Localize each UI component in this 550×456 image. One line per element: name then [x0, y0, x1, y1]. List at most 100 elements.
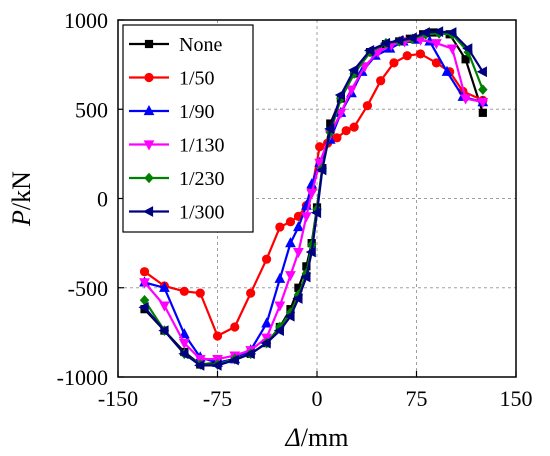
data-point-1-90	[178, 328, 190, 339]
data-point-1-50	[261, 254, 272, 264]
data-point-1-300	[300, 271, 311, 283]
data-point-1-300	[305, 246, 316, 258]
x-axis-label-symbol: Δ	[285, 423, 301, 452]
series-layer	[138, 26, 489, 371]
data-point-1-300	[379, 37, 391, 49]
data-point-1-50	[212, 331, 223, 341]
x-axis-label: Δ/mm	[285, 423, 349, 452]
data-point-1-300	[334, 89, 345, 101]
y-tick-label: 0	[97, 187, 108, 212]
data-point-1-50	[195, 288, 205, 298]
data-point-1-300	[292, 293, 303, 304]
data-point-1-130	[139, 278, 150, 289]
x-tick-label: -75	[203, 386, 232, 411]
data-point-1-90	[159, 281, 170, 292]
data-point-none	[478, 108, 487, 117]
data-point-1-50	[246, 288, 256, 298]
x-tick-label: 0	[312, 386, 323, 411]
data-point-1-300	[138, 302, 149, 313]
data-point-1-300	[211, 360, 222, 371]
data-point-1-130	[460, 94, 471, 105]
data-point-1-300	[406, 32, 417, 44]
legend-marker-1-230	[144, 172, 154, 184]
legend-label-1-230: 1/230	[179, 168, 225, 190]
y-tick-label: -500	[68, 276, 108, 301]
x-tick-label: -150	[98, 386, 138, 411]
data-point-1-50	[179, 286, 189, 296]
data-point-1-300	[324, 123, 335, 135]
data-point-1-130	[159, 301, 170, 312]
legend-marker-1-130	[143, 140, 155, 151]
data-point-1-300	[476, 66, 487, 78]
data-point-1-300	[316, 164, 327, 176]
data-point-none	[461, 55, 470, 64]
data-point-1-50	[376, 76, 386, 86]
data-point-1-300	[158, 325, 169, 336]
x-tick-label: 150	[500, 386, 533, 411]
data-point-1-130	[431, 39, 442, 50]
legend-marker-1-50	[144, 72, 154, 83]
axis-ticks: -150 -75 0 75 150 -1000 -500 0 500 1000	[57, 8, 533, 411]
series-1-300	[138, 26, 487, 371]
y-axis-label-symbol: P	[7, 210, 36, 227]
data-point-1-130	[301, 212, 312, 223]
data-point-1-50	[275, 222, 285, 232]
data-point-1-300	[310, 207, 322, 219]
data-point-1-300	[364, 44, 375, 56]
legend-label-1-50: 1/50	[179, 68, 215, 90]
legend-box	[122, 24, 254, 233]
data-point-1-50	[349, 122, 359, 132]
data-point-1-130	[178, 338, 190, 350]
data-point-1-130	[359, 62, 371, 73]
data-point-1-50	[315, 142, 325, 152]
data-point-1-90	[261, 317, 272, 328]
data-point-1-50	[332, 133, 342, 143]
data-point-1-50	[389, 58, 399, 68]
data-point-1-300	[260, 337, 271, 349]
data-point-1-130	[274, 301, 286, 312]
data-point-1-50	[431, 58, 441, 68]
data-point-1-300	[178, 348, 189, 360]
legend-label-1-130: 1/130	[179, 135, 225, 157]
legend-label-1-90: 1/90	[179, 101, 215, 123]
data-point-1-50	[285, 217, 296, 227]
x-tick-label: 75	[406, 386, 428, 411]
legend-label-none: None	[179, 34, 222, 56]
y-tick-label: 500	[75, 97, 108, 122]
y-tick-label: -1000	[57, 365, 108, 390]
y-tick-label: 1000	[64, 8, 108, 33]
data-point-1-230	[478, 84, 488, 95]
data-point-1-90	[285, 237, 296, 248]
data-point-1-300	[194, 360, 205, 371]
y-axis-label-unit: /kN	[7, 171, 36, 210]
data-point-1-300	[432, 26, 444, 37]
data-point-1-300	[284, 310, 295, 322]
data-point-1-130	[346, 85, 357, 96]
data-point-1-300	[244, 348, 255, 360]
data-point-1-50	[415, 49, 426, 59]
x-axis-label-unit: /mm	[301, 423, 349, 452]
data-point-1-50	[230, 322, 240, 332]
data-point-1-300	[393, 35, 404, 46]
legend-marker-1-90	[143, 104, 155, 116]
data-point-1-300	[348, 64, 359, 76]
data-point-1-90	[441, 65, 453, 76]
data-point-1-300	[462, 43, 473, 54]
data-point-1-50	[139, 267, 150, 277]
data-point-1-130	[477, 98, 489, 109]
data-point-1-130	[285, 271, 296, 282]
data-point-1-300	[273, 325, 284, 336]
legend-label-1-300: 1/300	[179, 202, 225, 224]
y-axis-label: P/kN	[7, 171, 36, 227]
data-point-1-50	[402, 51, 412, 61]
data-point-1-90	[293, 221, 304, 232]
legend: None 1/50 1/90 1/130 1/230 1/300	[122, 24, 254, 233]
data-point-1-300	[419, 27, 430, 38]
data-point-1-130	[293, 247, 304, 259]
data-point-1-50	[341, 126, 351, 136]
data-point-1-300	[446, 27, 457, 38]
data-point-1-130	[335, 108, 347, 119]
data-point-1-130	[306, 189, 318, 200]
data-point-1-300	[228, 354, 239, 366]
